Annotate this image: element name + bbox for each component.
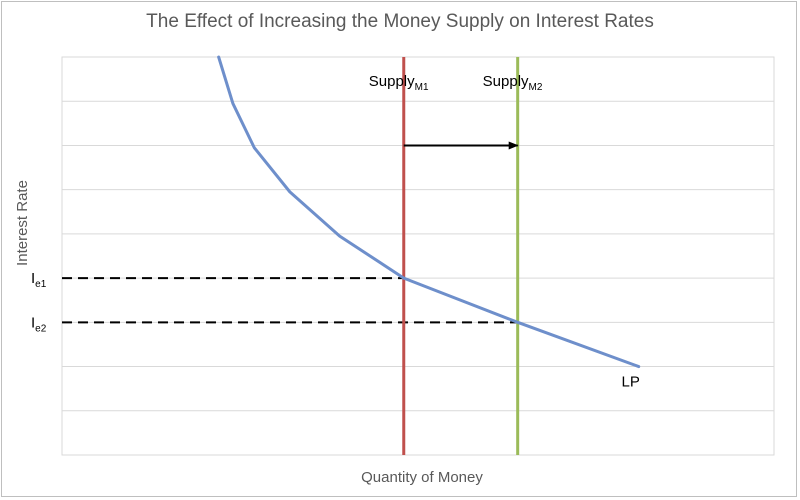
liquidity-preference-curve-group <box>217 55 641 369</box>
lp-curve-label: LP <box>622 374 640 391</box>
plot-border <box>61 56 775 456</box>
equilibrium-label: Ie1 <box>31 270 47 290</box>
chart-title: The Effect of Increasing the Money Suppl… <box>146 11 654 32</box>
supply-label: SupplyM2 <box>483 73 543 93</box>
plot-area <box>61 55 775 456</box>
lp-curve-line <box>217 55 641 369</box>
supply-label: SupplyM1 <box>369 73 429 93</box>
equilibrium-label: Ie2 <box>31 314 47 334</box>
equilibrium-dashed-lines <box>62 277 518 324</box>
y-axis-label: Interest Rate <box>14 180 31 266</box>
x-axis-label: Quantity of Money <box>361 469 483 486</box>
gridlines <box>62 56 774 412</box>
annotation-labels: Ie1 Ie2 SupplyM1 SupplyM2 <box>31 73 543 334</box>
supply-lines <box>402 57 520 455</box>
